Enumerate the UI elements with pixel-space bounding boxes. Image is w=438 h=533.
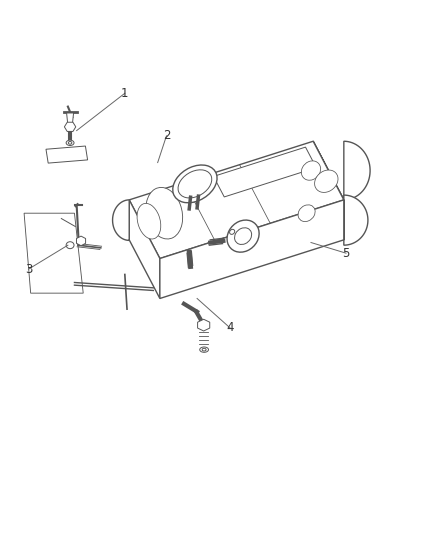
Polygon shape xyxy=(24,213,83,293)
Text: 2: 2 xyxy=(162,130,170,142)
Ellipse shape xyxy=(298,205,315,222)
Polygon shape xyxy=(344,195,368,245)
Ellipse shape xyxy=(178,170,212,198)
Polygon shape xyxy=(313,141,370,200)
Text: 5: 5 xyxy=(343,247,350,260)
Ellipse shape xyxy=(146,188,183,239)
Ellipse shape xyxy=(66,140,74,146)
Polygon shape xyxy=(160,200,344,298)
Polygon shape xyxy=(77,236,85,246)
Ellipse shape xyxy=(230,229,235,235)
Ellipse shape xyxy=(200,347,208,352)
Ellipse shape xyxy=(301,161,321,180)
Text: 4: 4 xyxy=(226,321,234,334)
Ellipse shape xyxy=(235,228,251,245)
Polygon shape xyxy=(129,141,344,259)
Polygon shape xyxy=(46,146,88,163)
Ellipse shape xyxy=(227,220,259,252)
Polygon shape xyxy=(67,113,74,125)
Text: 3: 3 xyxy=(25,263,32,276)
Polygon shape xyxy=(198,319,210,331)
Polygon shape xyxy=(129,200,160,298)
Ellipse shape xyxy=(66,242,74,248)
Ellipse shape xyxy=(202,349,206,351)
Ellipse shape xyxy=(173,165,217,203)
Text: 1: 1 xyxy=(121,87,129,100)
Polygon shape xyxy=(214,147,316,197)
Ellipse shape xyxy=(137,204,161,239)
Ellipse shape xyxy=(68,142,72,144)
Polygon shape xyxy=(113,200,129,240)
Ellipse shape xyxy=(314,170,338,192)
Polygon shape xyxy=(64,122,76,132)
